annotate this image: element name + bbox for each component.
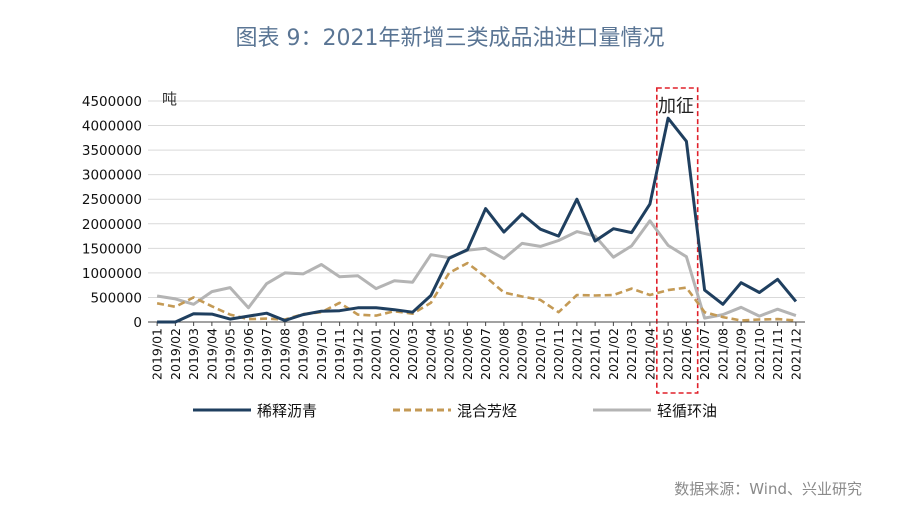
x-tick-label: 2021/05	[661, 328, 676, 380]
x-tick-label: 2020/12	[569, 328, 584, 380]
chart-title: 图表 9：2021年新增三类成品油进口量情况	[235, 26, 665, 51]
x-tick-label: 2021/04	[642, 328, 657, 380]
legend-label: 混合芳烃	[457, 402, 517, 420]
legend: 稀释沥青 混合芳烃 轻循环油	[193, 402, 717, 420]
y-tick-label: 1500000	[82, 241, 142, 257]
x-tick-label: 2019/02	[168, 328, 183, 380]
x-tick-label: 2021/09	[734, 328, 749, 380]
x-tick-label: 2020/11	[551, 328, 566, 380]
x-tick-label: 2021/08	[715, 328, 730, 380]
y-tick-label: 4000000	[82, 119, 142, 135]
x-tick-label: 2019/10	[314, 328, 329, 380]
y-axis: 4500000 4000000 3500000 3000000 2500000 20000…	[82, 94, 142, 331]
x-tick-label: 2021/02	[606, 328, 621, 380]
x-tick-label: 2019/11	[332, 328, 347, 380]
legend-label: 稀释沥青	[257, 402, 317, 420]
y-tick-label: 4500000	[82, 94, 142, 110]
x-tick-label: 2019/07	[259, 328, 274, 380]
y-tick-label: 0	[133, 315, 142, 331]
gridlines	[148, 100, 805, 298]
y-tick-label: 3000000	[82, 168, 142, 184]
series-line	[157, 116, 798, 324]
x-tick-label: 2020/07	[478, 328, 493, 380]
source-note: 数据来源：Wind、兴业研究	[674, 480, 862, 498]
y-tick-label: 1000000	[82, 266, 142, 282]
x-tick-label: 2021/10	[752, 328, 767, 380]
x-axis: 2019/01 2019/02 2019/03 2019/04 2019/05 2019/…	[148, 321, 805, 380]
x-tick-label: 2019/03	[186, 328, 201, 380]
y-tick-label: 2500000	[82, 192, 142, 208]
y-tick-label: 500000	[90, 290, 142, 306]
x-tick-label: 2020/01	[369, 328, 384, 380]
series-line	[156, 219, 797, 320]
x-tick-label: 2019/09	[296, 328, 311, 380]
x-tick-label: 2021/03	[624, 328, 639, 380]
x-tick-label: 2019/01	[150, 328, 165, 380]
x-tick-label: 2021/01	[588, 328, 603, 380]
x-tick-label: 2021/07	[697, 328, 712, 380]
x-tick-label: 2019/12	[350, 328, 365, 380]
legend-label: 轻循环油	[657, 402, 717, 420]
x-tick-label: 2021/12	[788, 328, 803, 380]
x-tick-label: 2021/06	[679, 328, 694, 380]
y-tick-label: 2000000	[82, 217, 142, 233]
x-tick-label: 2020/02	[387, 328, 402, 380]
y-unit-label: 吨	[162, 90, 177, 108]
x-tick-label: 2020/05	[442, 328, 457, 380]
x-tick-label: 2019/05	[223, 328, 238, 380]
annotation-label: 加征	[658, 96, 694, 117]
x-tick-label: 2019/04	[204, 328, 219, 380]
x-tick-label: 2020/03	[405, 328, 420, 380]
x-tick-label: 2019/08	[277, 328, 292, 380]
x-tick-label: 2021/11	[770, 328, 785, 380]
x-tick-label: 2019/06	[241, 328, 256, 380]
x-tick-label: 2020/10	[533, 328, 548, 380]
series-line	[156, 261, 796, 322]
x-tick-label: 2020/06	[460, 328, 475, 380]
series-lines	[156, 116, 798, 324]
y-tick-label: 3500000	[82, 143, 142, 159]
x-tick-label: 2020/04	[423, 328, 438, 380]
x-tick-label: 2020/08	[496, 328, 511, 380]
x-tick-label: 2020/09	[515, 328, 530, 380]
